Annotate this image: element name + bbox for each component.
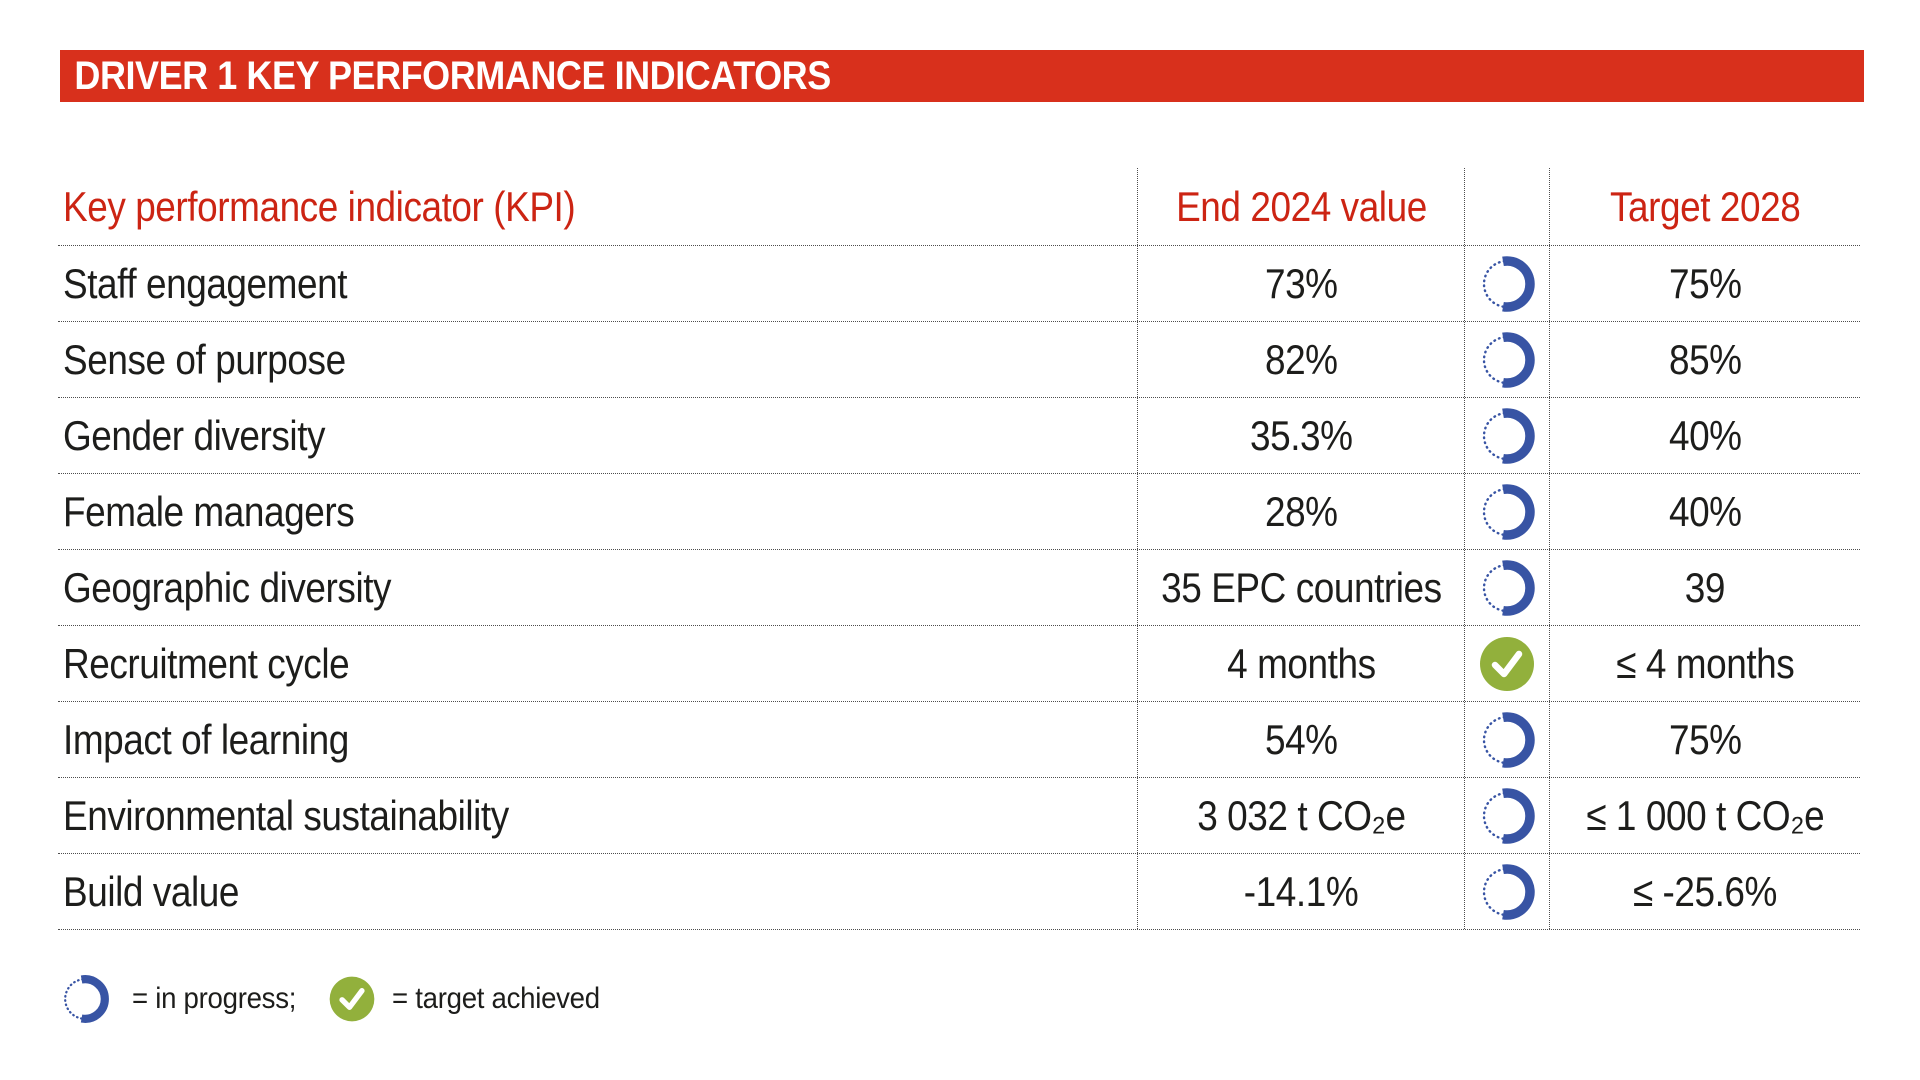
- legend-in-progress-label: = in progress;: [132, 982, 297, 1015]
- table-row: Build value -14.1% ≤ -25.6%: [58, 854, 1860, 930]
- end-2024-value-cell: 28%: [1137, 474, 1464, 549]
- end-2024-value-cell: -14.1%: [1137, 854, 1464, 929]
- kpi-label: Geographic diversity: [63, 563, 392, 611]
- table-row: Impact of learning 54% 75%: [58, 702, 1860, 778]
- header-status-column: [1464, 168, 1549, 245]
- kpi-label: Sense of purpose: [63, 335, 346, 383]
- header-target-2028: Target 2028: [1549, 168, 1860, 245]
- target-2028-value: 75%: [1668, 715, 1742, 763]
- kpi-label-cell: Female managers: [58, 474, 1137, 549]
- target-2028-cell: 75%: [1549, 702, 1860, 777]
- kpi-label-cell: Geographic diversity: [58, 550, 1137, 625]
- end-2024-value-cell: 54%: [1137, 702, 1464, 777]
- target-2028-value: 40%: [1668, 487, 1742, 535]
- in-progress-icon: [1482, 483, 1535, 540]
- status-cell: [1464, 322, 1549, 397]
- kpi-label: Female managers: [63, 487, 355, 535]
- kpi-label: Impact of learning: [63, 715, 349, 763]
- target-2028-cell: ≤ 1 000 t CO₂e: [1549, 778, 1860, 853]
- end-2024-value-cell: 82%: [1137, 322, 1464, 397]
- end-2024-value-cell: 35.3%: [1137, 398, 1464, 473]
- header-target-text: Target 2028: [1609, 182, 1801, 230]
- target-2028-cell: ≤ 4 months: [1549, 626, 1860, 701]
- end-2024-value-cell: 73%: [1137, 246, 1464, 321]
- target-2028-cell: 75%: [1549, 246, 1860, 321]
- target-2028-cell: 40%: [1549, 398, 1860, 473]
- end-2024-value: 35 EPC countries: [1160, 563, 1442, 611]
- end-2024-value: 28%: [1264, 487, 1338, 535]
- target-2028-cell: 40%: [1549, 474, 1860, 549]
- status-cell: [1464, 246, 1549, 321]
- end-2024-value: -14.1%: [1243, 867, 1359, 915]
- status-cell: [1464, 398, 1549, 473]
- status-cell: [1464, 854, 1549, 929]
- legend: = in progress; = target achieved: [60, 974, 618, 1024]
- kpi-label: Staff engagement: [63, 259, 348, 307]
- status-cell: [1464, 778, 1549, 853]
- end-2024-value-cell: 4 months: [1137, 626, 1464, 701]
- end-2024-value: 82%: [1264, 335, 1338, 383]
- section-banner: DRIVER 1 KEY PERFORMANCE INDICATORS: [60, 50, 1864, 102]
- end-2024-value-cell: 3 032 t CO₂e: [1137, 778, 1464, 853]
- target-2028-value: ≤ 1 000 t CO₂e: [1585, 791, 1825, 839]
- table-row: Geographic diversity 35 EPC countries 39: [58, 550, 1860, 626]
- table-row: Environmental sustainability 3 032 t CO₂…: [58, 778, 1860, 854]
- kpi-label: Gender diversity: [63, 411, 326, 459]
- in-progress-icon: [1482, 255, 1535, 312]
- header-end-value-text: End 2024 value: [1175, 182, 1427, 230]
- in-progress-icon: [1482, 331, 1535, 388]
- target-2028-value: 75%: [1668, 259, 1742, 307]
- kpi-label-cell: Environmental sustainability: [58, 778, 1137, 853]
- status-cell: [1464, 702, 1549, 777]
- kpi-label-cell: Staff engagement: [58, 246, 1137, 321]
- header-kpi-text: Key performance indicator (KPI): [63, 182, 576, 230]
- header-end-2024-value: End 2024 value: [1137, 168, 1464, 245]
- status-cell: [1464, 626, 1549, 701]
- target-achieved-icon: [1480, 636, 1534, 691]
- target-2028-value: 39: [1684, 563, 1726, 611]
- kpi-label-cell: Sense of purpose: [58, 322, 1137, 397]
- kpi-label-cell: Build value: [58, 854, 1137, 929]
- end-2024-value: 35.3%: [1249, 411, 1353, 459]
- end-2024-value: 4 months: [1226, 639, 1376, 687]
- table-body: Staff engagement 73% 75% Sense of purpos…: [58, 246, 1860, 930]
- target-2028-value: 40%: [1668, 411, 1742, 459]
- table-row: Female managers 28% 40%: [58, 474, 1860, 550]
- in-progress-icon: [1482, 863, 1535, 920]
- table-row: Sense of purpose 82% 85%: [58, 322, 1860, 398]
- end-2024-value: 73%: [1264, 259, 1338, 307]
- section-title: DRIVER 1 KEY PERFORMANCE INDICATORS: [74, 53, 831, 98]
- target-2028-value: 85%: [1668, 335, 1742, 383]
- legend-target-achieved-label: = target achieved: [392, 982, 601, 1015]
- in-progress-icon: [1482, 711, 1535, 768]
- kpi-label-cell: Gender diversity: [58, 398, 1137, 473]
- kpi-label: Build value: [63, 867, 239, 915]
- header-kpi-label: Key performance indicator (KPI): [58, 168, 1137, 245]
- in-progress-icon: [1482, 407, 1535, 464]
- target-2028-cell: 85%: [1549, 322, 1860, 397]
- kpi-table: Key performance indicator (KPI) End 2024…: [58, 168, 1860, 930]
- table-header-row: Key performance indicator (KPI) End 2024…: [58, 168, 1860, 246]
- legend-target-achieved-icon: [330, 976, 375, 1022]
- target-2028-value: ≤ 4 months: [1615, 639, 1795, 687]
- in-progress-icon: [1482, 559, 1535, 616]
- table-row: Recruitment cycle 4 months ≤ 4 months: [58, 626, 1860, 702]
- legend-in-progress-icon: [64, 975, 109, 1023]
- status-cell: [1464, 474, 1549, 549]
- end-2024-value: 3 032 t CO₂e: [1196, 791, 1406, 839]
- kpi-label-cell: Impact of learning: [58, 702, 1137, 777]
- table-row: Gender diversity 35.3% 40%: [58, 398, 1860, 474]
- target-2028-value: ≤ -25.6%: [1632, 867, 1778, 915]
- target-2028-cell: 39: [1549, 550, 1860, 625]
- table-row: Staff engagement 73% 75%: [58, 246, 1860, 322]
- target-2028-cell: ≤ -25.6%: [1549, 854, 1860, 929]
- kpi-label: Recruitment cycle: [63, 639, 350, 687]
- in-progress-icon: [1482, 787, 1535, 844]
- end-2024-value-cell: 35 EPC countries: [1137, 550, 1464, 625]
- kpi-label-cell: Recruitment cycle: [58, 626, 1137, 701]
- status-cell: [1464, 550, 1549, 625]
- kpi-label: Environmental sustainability: [63, 791, 509, 839]
- end-2024-value: 54%: [1264, 715, 1338, 763]
